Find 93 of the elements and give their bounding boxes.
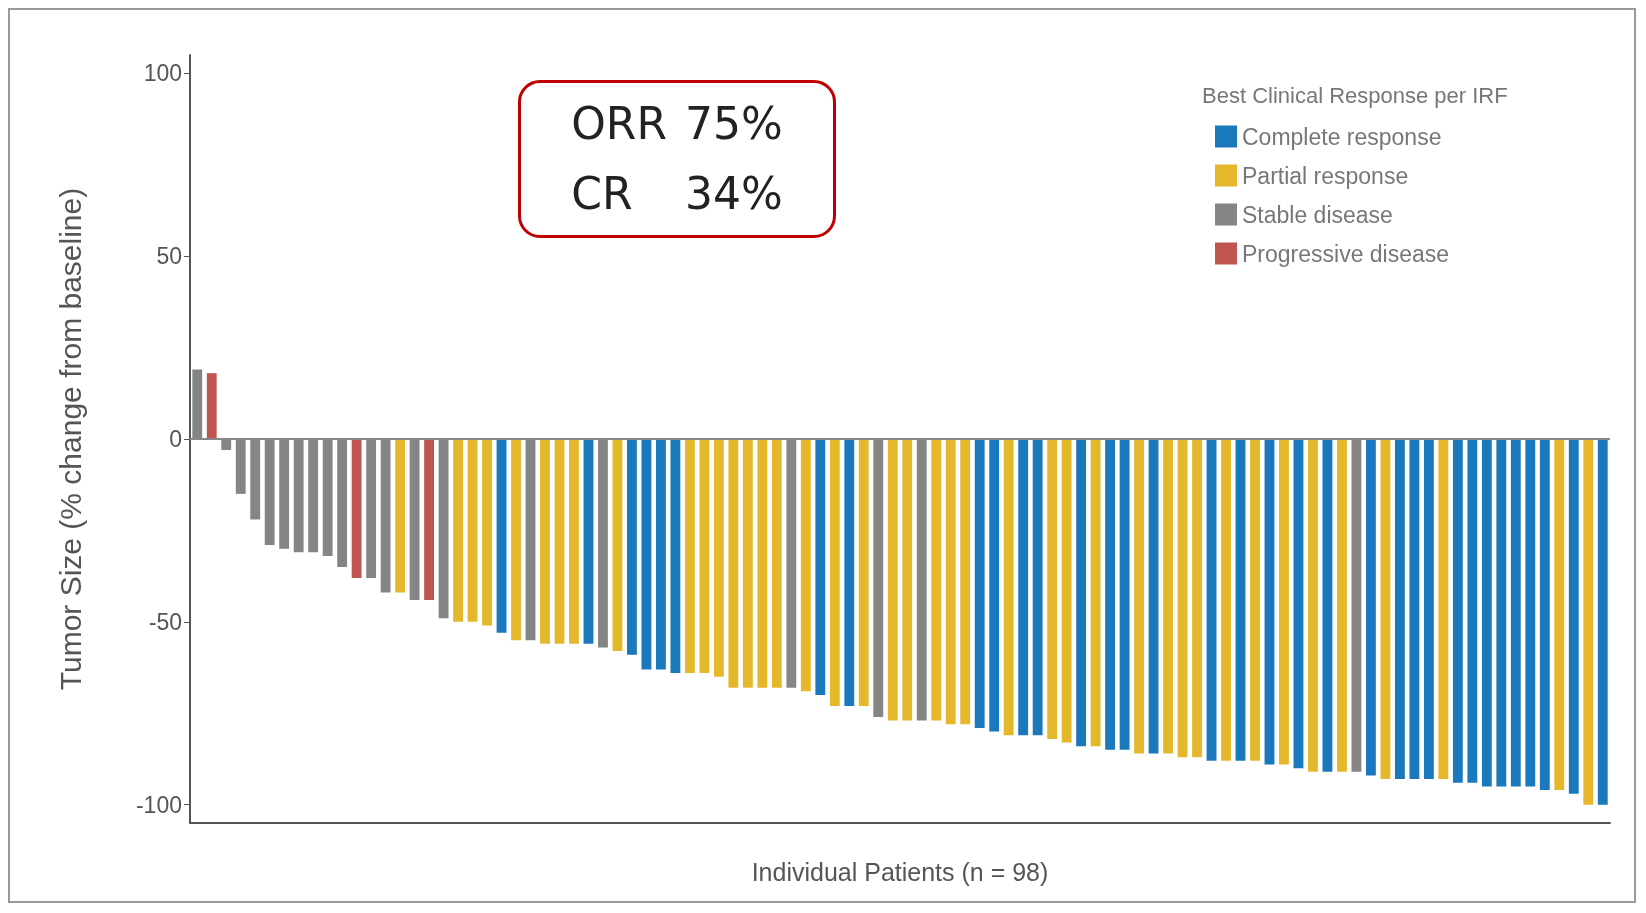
bar xyxy=(829,439,840,706)
bar xyxy=(887,439,898,721)
bar xyxy=(974,439,985,728)
bar xyxy=(1597,439,1608,805)
bar xyxy=(1525,439,1536,787)
bar xyxy=(1148,439,1159,754)
bar xyxy=(1163,439,1173,754)
bar xyxy=(945,439,956,725)
bar xyxy=(540,439,550,644)
bar xyxy=(1568,439,1579,794)
bar xyxy=(206,373,217,439)
bar xyxy=(742,439,753,688)
bar xyxy=(1554,439,1565,791)
bar xyxy=(1365,439,1376,776)
bar xyxy=(655,439,666,670)
bar xyxy=(1510,439,1521,787)
bar xyxy=(453,439,463,622)
bar xyxy=(395,439,406,593)
bar xyxy=(1264,439,1275,765)
bar xyxy=(1003,439,1014,736)
bar xyxy=(844,439,855,706)
bar xyxy=(1018,439,1029,736)
bar xyxy=(989,439,1000,732)
legend-label: Complete response xyxy=(1242,123,1442,150)
bar xyxy=(1409,439,1420,780)
bar xyxy=(771,439,782,688)
y-tick-label: 50 xyxy=(156,243,182,270)
legend-title: Best Clinical Response per IRF xyxy=(1202,82,1508,108)
bar xyxy=(1496,439,1507,787)
bar xyxy=(612,439,623,652)
annotation: ORR 75% xyxy=(571,97,783,151)
rounded-frame: ORR 75% CR 34% xyxy=(518,80,836,238)
bar xyxy=(800,439,811,692)
bar xyxy=(1177,439,1188,758)
bar xyxy=(1235,439,1246,761)
bar xyxy=(467,439,478,622)
bar xyxy=(713,439,724,677)
bar xyxy=(1308,439,1318,772)
bar xyxy=(960,439,971,725)
bar xyxy=(1134,439,1145,754)
bar xyxy=(554,439,565,644)
bar xyxy=(1047,439,1058,739)
bar xyxy=(1250,439,1260,761)
bar xyxy=(1221,439,1231,761)
y-tick-label: -50 xyxy=(148,608,182,635)
bar xyxy=(902,439,913,721)
bar xyxy=(815,439,826,695)
bar xyxy=(728,439,739,688)
bar xyxy=(1438,439,1449,780)
bar xyxy=(699,439,710,674)
bar xyxy=(1467,439,1478,783)
bar xyxy=(424,439,435,600)
y-tick-label: -100 xyxy=(135,791,182,818)
bar xyxy=(1192,439,1202,758)
legend-label: Stable disease xyxy=(1242,201,1393,228)
bar xyxy=(1583,439,1594,805)
bar xyxy=(1105,439,1116,750)
bar xyxy=(1061,439,1072,743)
bar xyxy=(641,439,652,670)
x-axis-title: Individual Patients (n = 98) xyxy=(751,857,1049,886)
annotation: CR 34% xyxy=(571,167,783,221)
bar xyxy=(1090,439,1101,747)
bar xyxy=(757,439,768,688)
bar xyxy=(1380,439,1391,780)
bar xyxy=(858,439,869,706)
legend-label: Progressive disease xyxy=(1242,240,1450,267)
bar xyxy=(482,439,492,626)
bar xyxy=(496,439,507,633)
bar xyxy=(1337,439,1347,772)
bar xyxy=(1293,439,1304,769)
bar xyxy=(931,439,942,721)
bar xyxy=(1539,439,1550,791)
bar xyxy=(627,439,637,655)
y-axis-title: Tumor Size (% change from baseline) xyxy=(53,187,87,691)
bar xyxy=(1206,439,1217,761)
bar xyxy=(1119,439,1130,750)
bar xyxy=(511,439,521,641)
bar xyxy=(1032,439,1043,736)
bar xyxy=(1423,439,1434,780)
legend-label: Partial response xyxy=(1242,162,1409,189)
bar xyxy=(1394,439,1405,780)
bar xyxy=(684,439,695,674)
bar xyxy=(670,439,681,674)
y-tick-label: 0 xyxy=(169,426,182,452)
bar xyxy=(1279,439,1289,765)
bar xyxy=(1452,439,1463,783)
bar xyxy=(569,439,579,644)
bar xyxy=(1076,439,1087,747)
bar xyxy=(1322,439,1333,772)
bar xyxy=(351,439,362,578)
bar xyxy=(1481,439,1492,787)
bar xyxy=(583,439,594,644)
y-tick-label: 100 xyxy=(143,60,182,87)
